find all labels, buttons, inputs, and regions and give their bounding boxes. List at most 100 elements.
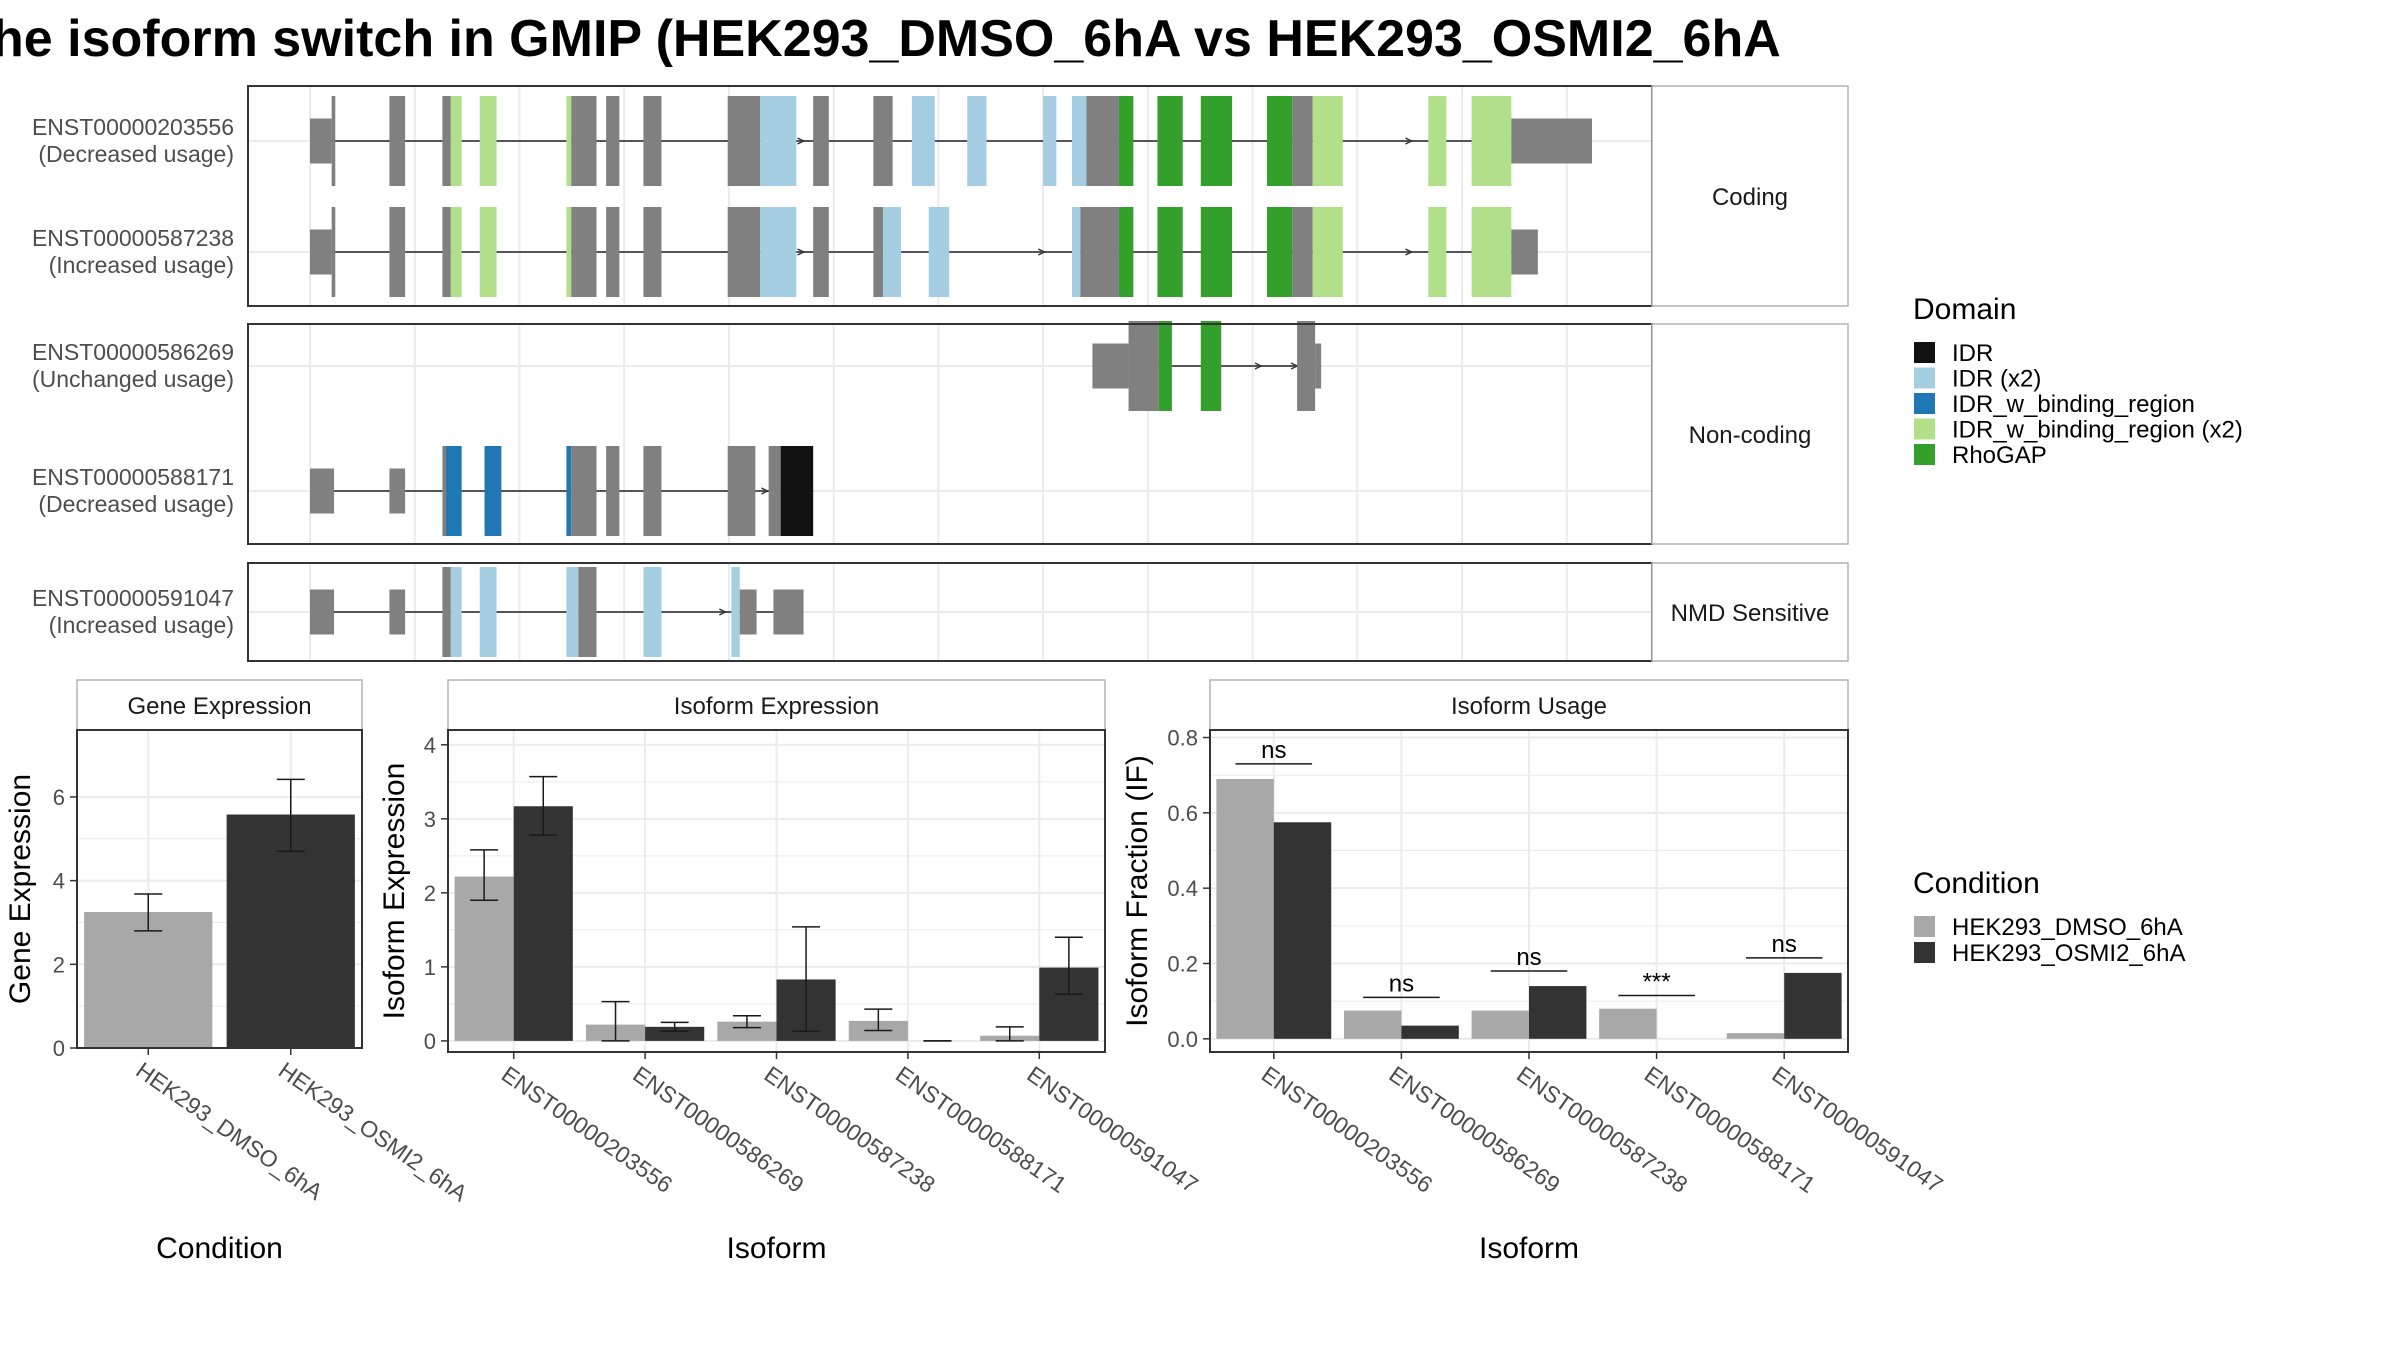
exon [310, 589, 335, 635]
domain-exon [1158, 321, 1172, 411]
facet-strip-label: Non-coding [1689, 422, 1812, 449]
domain-exon [760, 207, 797, 297]
significance-label: ns [1261, 737, 1286, 764]
exon [442, 567, 451, 657]
domain-exon [479, 567, 497, 657]
domain-exon [643, 567, 662, 657]
domain-exon [450, 207, 462, 297]
exon [606, 446, 620, 536]
significance-label: ns [1516, 944, 1541, 971]
legend-item-label: HEK293_OSMI2_6hA [1952, 940, 2185, 967]
isoform-track: ENST00000203556(Decreased usage) [32, 96, 1652, 186]
isoform-usage-label: (Increased usage) [49, 612, 234, 638]
significance-label: ns [1389, 970, 1414, 997]
chart-title: Isoform Expression [674, 693, 879, 720]
exon [442, 446, 447, 536]
exon [813, 207, 829, 297]
bar [1784, 972, 1842, 1039]
y-axis-title: Gene Expression [4, 774, 37, 1004]
domain-exon [1266, 96, 1293, 186]
bar [1599, 1008, 1657, 1039]
exon [1315, 343, 1322, 389]
domain-exon [1043, 96, 1057, 186]
facet-strip [447, 679, 1106, 731]
isoform-track: ENST00000591047(Increased usage) [32, 567, 1652, 657]
domain-exon [1471, 207, 1512, 297]
exon [1292, 207, 1313, 297]
legend-item-label: IDR_w_binding_region (x2) [1952, 417, 2243, 444]
domain-exon [1428, 96, 1447, 186]
bar [645, 1026, 705, 1041]
exon [571, 207, 597, 297]
structure-panel-2: ENST00000586269(Unchanged usage)ENST0000… [32, 321, 1849, 545]
legend-item-label: HEK293_DMSO_6hA [1952, 914, 2183, 941]
strand-arrow-icon [761, 487, 770, 495]
domain-exon [1200, 207, 1233, 297]
domain-exon [479, 96, 497, 186]
domain-exon [760, 96, 797, 186]
domain-exon [1200, 321, 1222, 411]
legend-item-label: IDR (x2) [1952, 366, 2041, 393]
domain-exon [780, 446, 814, 536]
structure-panel-1: ENST00000203556(Decreased usage)ENST0000… [32, 85, 1849, 307]
isoform-track: ENST00000587238(Increased usage) [32, 207, 1652, 297]
strand-arrow-icon [797, 248, 806, 256]
facet-strip-label: NMD Sensitive [1671, 600, 1830, 627]
domain-exon [479, 207, 497, 297]
legend-swatch [1914, 942, 1935, 963]
bar [84, 912, 213, 1048]
exon [768, 446, 781, 536]
bar [454, 876, 514, 1041]
y-tick-label: 3 [424, 807, 436, 832]
legend-swatch [1914, 444, 1935, 465]
isoform-id-label: ENST00000588171 [32, 464, 234, 490]
domain-exon [1312, 207, 1343, 297]
isoform-structure-plot: ENST00000203556(Decreased usage)ENST0000… [32, 85, 1849, 662]
domain-exon [928, 207, 950, 297]
panel-background [248, 324, 1652, 544]
isoform-usage-label: (Decreased usage) [38, 491, 234, 517]
x-axis-title: Condition [156, 1232, 283, 1265]
exon [739, 589, 757, 635]
strand-arrow-icon [1254, 362, 1263, 370]
legend-swatch [1914, 342, 1935, 363]
domain-exon [911, 96, 935, 186]
exon [606, 207, 620, 297]
isoform-usage-label: (Decreased usage) [38, 141, 234, 167]
isoform-track: ENST00000586269(Unchanged usage) [32, 321, 1652, 411]
domain-exon [1471, 96, 1512, 186]
chart-title: Isoform Usage [1451, 693, 1607, 720]
isoform-id-label: ENST00000586269 [32, 339, 234, 365]
y-tick-label: 0.8 [1167, 726, 1198, 751]
y-tick-label: 2 [424, 881, 436, 906]
exon [1511, 118, 1592, 164]
domain-exon [1428, 207, 1447, 297]
strand-arrow-icon [1037, 248, 1046, 256]
y-tick-label: 0.4 [1167, 876, 1198, 901]
isoform-id-label: ENST00000203556 [32, 114, 234, 140]
structure-panel-3: ENST00000591047(Increased usage) NMD Sens… [32, 562, 1849, 662]
exon [389, 207, 406, 297]
bar [513, 806, 573, 1041]
domain-exon [1118, 96, 1134, 186]
exon [1511, 229, 1538, 275]
legend-swatch [1914, 393, 1935, 414]
domain-exon [446, 446, 462, 536]
x-axis-title: Isoform [1479, 1232, 1579, 1265]
y-axis-title: Isoform Expression [378, 763, 411, 1020]
y-tick-label: 0.0 [1167, 1027, 1198, 1052]
legend-item-label: IDR_w_binding_region [1952, 391, 2195, 418]
y-tick-label: 1 [424, 955, 436, 980]
exon [389, 468, 406, 514]
domain-exon [1157, 96, 1183, 186]
legend-title: Condition [1913, 867, 2040, 900]
domain-exon [566, 96, 572, 186]
exon [442, 207, 451, 297]
isoform-id-label: ENST00000587238 [32, 225, 234, 251]
isoform-expression-chart: Isoform Expression01234ENST00000203556EN… [378, 679, 1203, 1265]
y-tick-label: 0.6 [1167, 801, 1198, 826]
bar [717, 1021, 777, 1041]
domain-exon [1312, 96, 1343, 186]
domain-exon [967, 96, 987, 186]
isoform-usage-chart: Isoform Usagensnsns***ns0.00.20.40.60.8E… [1121, 679, 1948, 1265]
